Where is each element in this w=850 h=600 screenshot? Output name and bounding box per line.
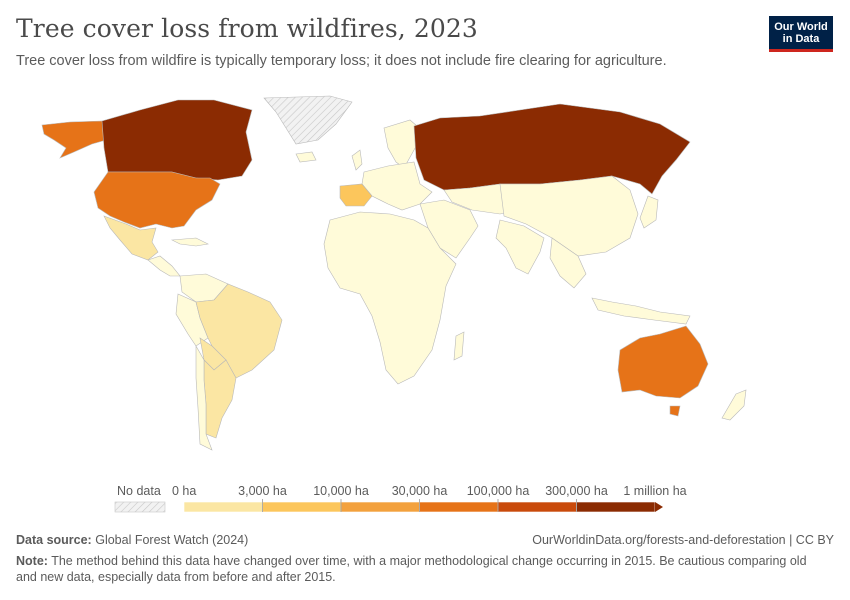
footnote: Note: The method behind this data have c… xyxy=(16,553,816,585)
region-alaska[interactable] xyxy=(41,120,111,159)
legend-swatch-3 xyxy=(340,501,420,513)
legend-tick-label: 10,000 ha xyxy=(313,484,369,498)
legend-no-data-label: No data xyxy=(117,484,161,498)
region-china-mongolia[interactable] xyxy=(499,175,639,257)
region-japan[interactable] xyxy=(639,195,659,229)
region-russia[interactable] xyxy=(413,103,691,195)
region-australia[interactable] xyxy=(617,325,709,399)
chart-subtitle: Tree cover loss from wildfire is typical… xyxy=(16,53,667,69)
region-southeast-asia[interactable] xyxy=(549,237,587,289)
region-indonesia[interactable] xyxy=(591,297,691,325)
note-label: Note: xyxy=(16,554,48,568)
chart-title: Tree cover loss from wildfires, 2023 xyxy=(16,14,478,43)
logo-line-2: in Data xyxy=(782,33,820,45)
legend-tick-label: 100,000 ha xyxy=(467,484,530,498)
legend-swatch-1 xyxy=(183,501,263,513)
note-text: The method behind this data have changed… xyxy=(16,554,807,584)
region-greenland[interactable] xyxy=(263,95,353,145)
owid-logo[interactable]: Our World in Data xyxy=(769,16,833,52)
legend-tick-label: 0 ha xyxy=(172,484,196,498)
region-spain[interactable] xyxy=(339,183,373,207)
source-url[interactable]: OurWorldinData.org/forests-and-deforesta… xyxy=(532,533,834,547)
region-mexico[interactable] xyxy=(103,215,159,261)
source-text[interactable]: Global Forest Watch (2024) xyxy=(95,533,249,547)
region-brazil[interactable] xyxy=(195,283,283,379)
data-source: Data source: Global Forest Watch (2024) xyxy=(16,533,248,547)
map-legend: No data 0 ha 3,000 ha 10,000 ha 30,000 ha 100… xyxy=(114,484,687,513)
legend-swatch-6 xyxy=(576,501,656,513)
region-caribbean[interactable] xyxy=(170,237,209,247)
region-india[interactable] xyxy=(495,219,545,275)
region-canada[interactable] xyxy=(101,99,253,181)
legend-tick-label: 3,000 ha xyxy=(238,484,287,498)
legend-swatch-4 xyxy=(419,501,499,513)
legend-swatch-5 xyxy=(497,501,577,513)
region-madagascar[interactable] xyxy=(453,331,465,361)
region-argentina[interactable] xyxy=(203,359,237,439)
region-scandinavia[interactable] xyxy=(383,119,425,169)
legend-arrow xyxy=(655,502,663,512)
legend-tick-label: 1 million ha xyxy=(623,484,686,498)
world-map xyxy=(41,95,747,451)
region-chile[interactable] xyxy=(195,344,213,451)
region-africa[interactable] xyxy=(323,211,457,385)
legend-swatch-2 xyxy=(262,501,342,513)
region-new-zealand[interactable] xyxy=(721,389,747,421)
legend-tick-label: 30,000 ha xyxy=(392,484,448,498)
region-tasmania[interactable] xyxy=(669,405,681,417)
region-uk[interactable] xyxy=(351,149,363,171)
legend-no-data-swatch xyxy=(114,501,166,513)
region-united-states[interactable] xyxy=(93,171,221,229)
legend-tick-label: 300,000 ha xyxy=(545,484,608,498)
region-iceland[interactable] xyxy=(295,151,317,163)
region-central-america[interactable] xyxy=(147,255,181,277)
source-label: Data source: xyxy=(16,533,92,547)
logo-line-1: Our World xyxy=(774,21,828,33)
